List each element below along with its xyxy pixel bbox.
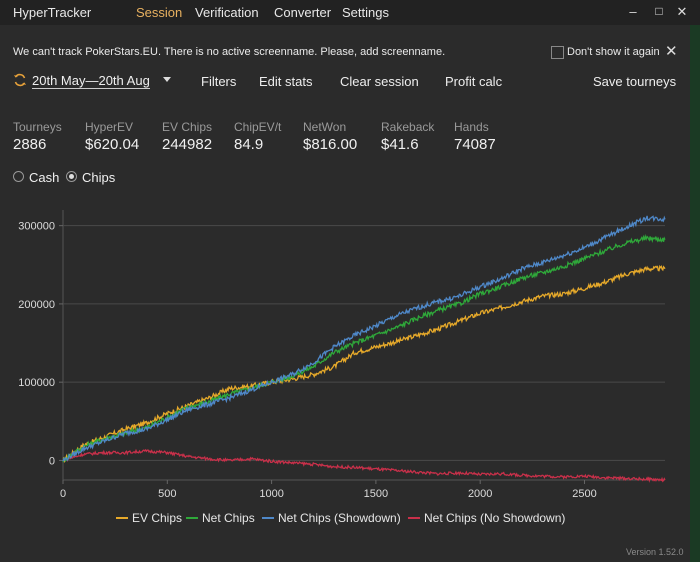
stat-label: HyperEV — [85, 120, 134, 134]
stat-netwon: NetWon $816.00 — [303, 120, 357, 153]
stat-tourneys: Tourneys 2886 — [13, 120, 62, 153]
profit-calc-button[interactable]: Profit calc — [445, 74, 503, 89]
x-tick-label: 1500 — [364, 488, 388, 500]
clear-session-button[interactable]: Clear session — [340, 74, 419, 89]
app-name: HyperTracker — [13, 5, 92, 20]
edit-stats-button[interactable]: Edit stats — [259, 74, 313, 89]
save-tourneys-button[interactable]: Save tourneys — [593, 74, 677, 89]
dont-show-checkbox[interactable] — [551, 46, 564, 59]
stat-hands: Hands 74087 — [454, 120, 496, 153]
stat-label: Rakeback — [381, 120, 435, 134]
stat-value: $620.04 — [85, 136, 140, 153]
background-edge — [690, 25, 700, 562]
stat-value: $816.00 — [303, 136, 358, 153]
stat-label: NetWon — [303, 120, 347, 134]
legend-ev-chips[interactable]: EV Chips — [116, 511, 182, 525]
y-tick-label: 200000 — [18, 299, 55, 311]
legend-label: Net Chips (No Showdown) — [424, 511, 566, 525]
version-label: Version 1.52.0 — [626, 547, 684, 557]
series-line-net-chips-no-showdown — [62, 448, 666, 483]
x-tick-label: 0 — [60, 488, 66, 500]
radio-indicator — [66, 171, 77, 182]
legend-label: Net Chips — [202, 511, 255, 525]
y-tick-label: 300000 — [18, 221, 55, 233]
menu-converter[interactable]: Converter — [274, 5, 332, 20]
x-tick-label: 2500 — [572, 488, 596, 500]
stat-value: 2886 — [13, 136, 47, 153]
radio-label: Cash — [29, 170, 60, 185]
stat-value: 244982 — [162, 136, 213, 153]
stat-value: 84.9 — [234, 136, 264, 153]
minimize-button[interactable]: – — [629, 4, 637, 19]
legend-net-chips-no-showdown[interactable]: Net Chips (No Showdown) — [408, 511, 565, 525]
radio-indicator — [13, 171, 24, 182]
refresh-icon — [14, 73, 26, 87]
legend-swatch — [408, 516, 420, 519]
menu-verification[interactable]: Verification — [195, 5, 259, 20]
legend-swatch — [262, 516, 274, 519]
close-button[interactable]: ✕ — [676, 4, 688, 19]
stat-ev-chips: EV Chips 244982 — [162, 120, 212, 153]
stat-value: $41.6 — [381, 136, 419, 153]
radio-label: Chips — [82, 170, 116, 185]
stat-label: Tourneys — [13, 120, 62, 134]
maximize-button[interactable]: □ — [655, 4, 663, 18]
title-bar: HyperTracker Session Verification Conver… — [0, 0, 700, 25]
series-line-ev-chips — [62, 264, 666, 464]
series-line-net-chips — [62, 233, 666, 463]
stat-hyperev: HyperEV $620.04 — [85, 120, 139, 153]
legend-net-chips-showdown[interactable]: Net Chips (Showdown) — [262, 511, 401, 525]
menu-settings[interactable]: Settings — [342, 5, 389, 20]
dont-show-label: Don't show it again — [567, 46, 660, 58]
stat-label: EV Chips — [162, 120, 213, 134]
y-tick-label: 100000 — [18, 377, 55, 389]
y-axis-ticks: 0 100000 200000 300000 — [18, 221, 55, 468]
legend-net-chips[interactable]: Net Chips — [186, 511, 255, 525]
x-tick-label: 500 — [158, 488, 176, 500]
legend-label: EV Chips — [132, 511, 183, 525]
date-range-label: 20th May—20th Aug — [32, 73, 150, 89]
filters-button[interactable]: Filters — [201, 74, 237, 89]
menu-session[interactable]: Session — [136, 5, 183, 20]
x-tick-label: 1000 — [259, 488, 283, 500]
chart-series — [62, 215, 666, 483]
stat-label: ChipEV/t — [234, 120, 282, 134]
stat-rakeback: Rakeback $41.6 — [381, 120, 434, 153]
y-tick-label: 0 — [49, 455, 55, 467]
notice-text: We can't track PokerStars.EU. There is n… — [13, 46, 446, 58]
legend-swatch — [186, 516, 198, 519]
legend-label: Net Chips (Showdown) — [278, 511, 401, 525]
stat-label: Hands — [454, 120, 489, 134]
profit-chart: 0 100000 200000 300000 0 500 1000 1500 2000 2500 — [18, 210, 666, 500]
x-axis-ticks: 0 500 1000 1500 2000 2500 — [60, 488, 597, 500]
notice-close-icon[interactable]: ✕ — [665, 43, 678, 60]
series-line-net-chips-showdown — [62, 215, 666, 462]
legend-swatch — [116, 516, 128, 519]
chart-grid — [59, 210, 665, 484]
x-tick-label: 2000 — [468, 488, 492, 500]
stat-chipev-per-tourney: ChipEV/t 84.9 — [234, 120, 281, 153]
chevron-down-icon — [163, 77, 171, 82]
stat-value: 74087 — [454, 136, 496, 153]
